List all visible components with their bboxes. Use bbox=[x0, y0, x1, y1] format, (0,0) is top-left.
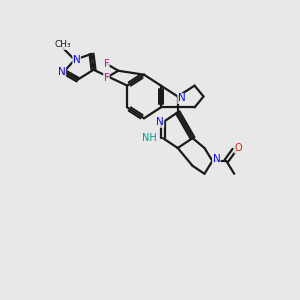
Text: F: F bbox=[103, 73, 109, 83]
Text: N: N bbox=[73, 55, 81, 65]
Text: NH: NH bbox=[142, 133, 157, 143]
Text: N: N bbox=[58, 67, 66, 77]
Text: N: N bbox=[178, 94, 186, 103]
Text: O: O bbox=[234, 143, 242, 153]
Text: F: F bbox=[103, 59, 109, 69]
Text: CH₃: CH₃ bbox=[55, 40, 71, 50]
Text: N: N bbox=[156, 117, 164, 127]
Text: N: N bbox=[212, 154, 220, 164]
